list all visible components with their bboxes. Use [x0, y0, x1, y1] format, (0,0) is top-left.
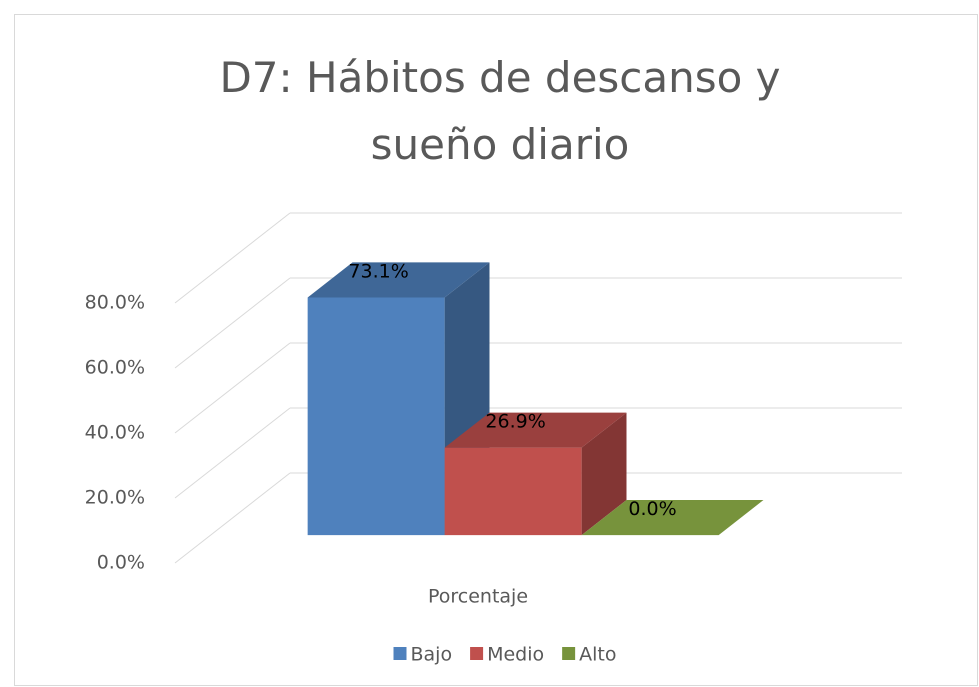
- chart-title: D7: Hábitos de descanso y sueño diario: [219, 53, 781, 169]
- y-tick-label: 80.0%: [85, 292, 145, 314]
- chart-border: [14, 14, 978, 686]
- grid-line: [174, 277, 291, 369]
- bar-top: [444, 412, 627, 448]
- bar-side: [581, 412, 627, 536]
- legend-swatch: [393, 647, 407, 660]
- grid-line: [174, 212, 291, 304]
- x-tick-label: Porcentaje: [428, 586, 528, 608]
- y-tick-label: 40.0%: [85, 422, 145, 444]
- data-label: 0.0%: [628, 498, 676, 520]
- legend-label: Medio: [487, 644, 544, 666]
- y-tick-label: 0.0%: [97, 552, 145, 574]
- y-tick-label: 20.0%: [85, 487, 145, 509]
- legend-label: Bajo: [411, 644, 453, 666]
- data-label: 26.9%: [485, 411, 545, 433]
- bar-front: [444, 447, 582, 536]
- grid-line: [174, 342, 291, 434]
- grid-line: [174, 407, 291, 499]
- bar-front: [307, 297, 445, 536]
- legend-swatch: [470, 647, 484, 660]
- legend-label: Alto: [579, 644, 616, 666]
- bar-top: [581, 500, 764, 536]
- y-tick-label: 60.0%: [85, 357, 145, 379]
- legend-swatch: [562, 647, 576, 660]
- grid-line: [174, 472, 291, 564]
- data-label: 73.1%: [348, 260, 408, 282]
- bar-top: [307, 262, 490, 298]
